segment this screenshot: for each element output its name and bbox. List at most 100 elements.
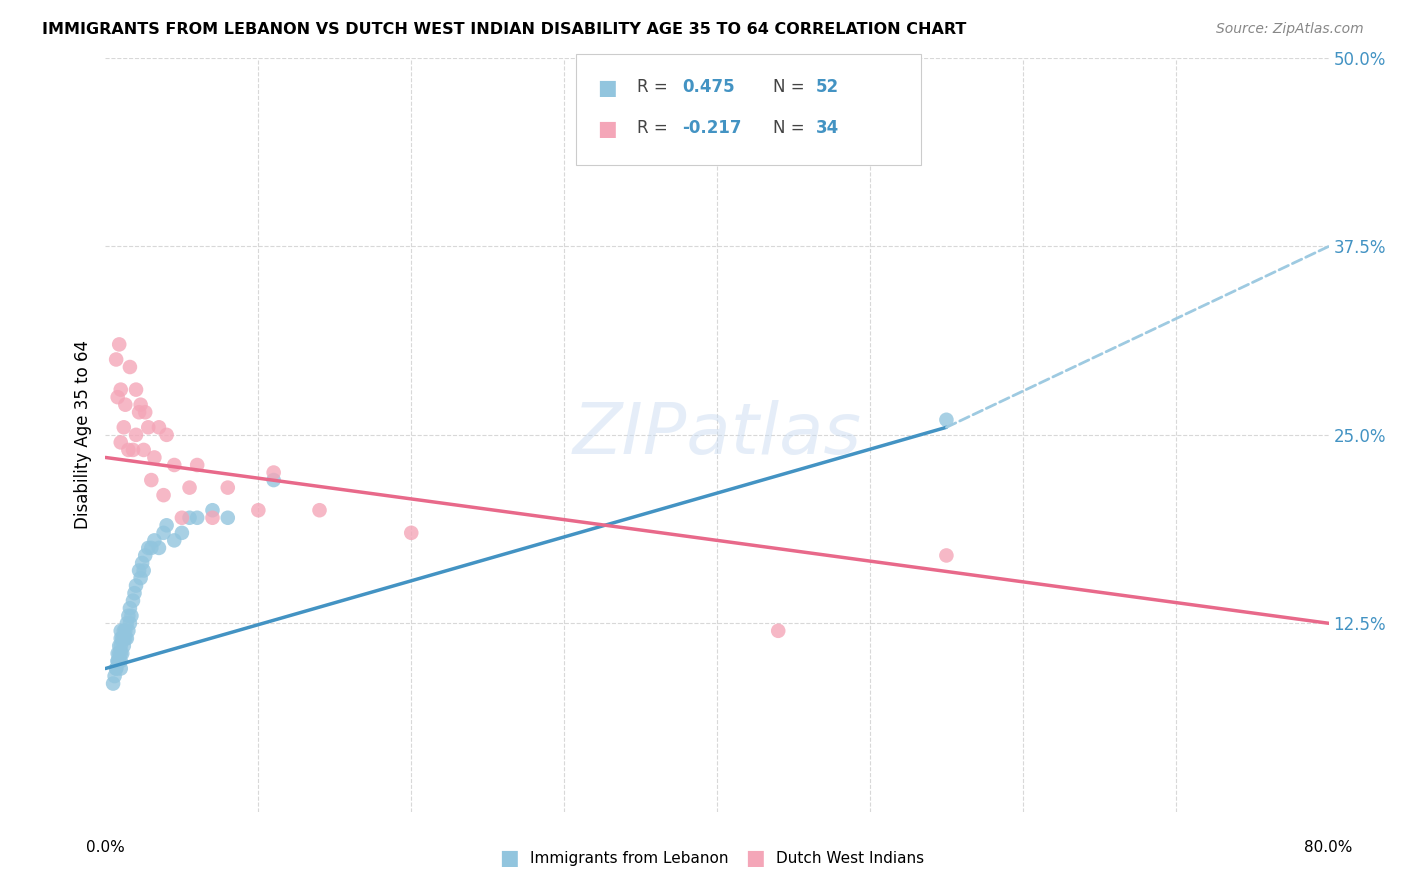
Point <box>114 624 136 638</box>
Point <box>112 632 135 646</box>
Point <box>101 676 124 690</box>
Point <box>112 624 135 638</box>
Point <box>141 473 163 487</box>
Text: N =: N = <box>773 119 804 136</box>
Text: ZIPatlas: ZIPatlas <box>572 401 862 469</box>
Point <box>134 549 156 563</box>
Point <box>136 541 159 555</box>
Point <box>141 541 163 555</box>
Point <box>110 435 132 450</box>
Point <box>107 654 129 668</box>
Text: 34: 34 <box>815 119 839 136</box>
Point <box>108 639 131 653</box>
Point <box>128 564 150 578</box>
Point <box>110 647 132 661</box>
Point <box>217 510 239 524</box>
Point <box>186 510 208 524</box>
Point <box>110 661 132 675</box>
Text: R =: R = <box>637 119 668 136</box>
Point <box>122 593 145 607</box>
Point <box>117 624 139 638</box>
Point <box>115 632 138 646</box>
Text: 0.475: 0.475 <box>682 78 734 95</box>
Point <box>118 359 141 374</box>
Point <box>108 654 131 668</box>
Text: ■: ■ <box>598 119 617 138</box>
Point <box>163 533 186 548</box>
Point <box>117 608 139 623</box>
Point <box>148 541 170 555</box>
Text: ■: ■ <box>598 78 617 97</box>
Point <box>155 518 177 533</box>
Point <box>201 503 224 517</box>
Point <box>129 398 152 412</box>
Point <box>107 390 129 404</box>
Point <box>263 466 285 480</box>
Point <box>111 647 134 661</box>
Point <box>186 458 208 472</box>
Point <box>110 639 132 653</box>
Point <box>110 654 132 668</box>
Point <box>112 420 135 434</box>
Point <box>201 510 224 524</box>
Point <box>768 624 790 638</box>
Point <box>217 481 239 495</box>
Point <box>117 442 139 457</box>
Point <box>935 413 957 427</box>
Text: IMMIGRANTS FROM LEBANON VS DUTCH WEST INDIAN DISABILITY AGE 35 TO 64 CORRELATION: IMMIGRANTS FROM LEBANON VS DUTCH WEST IN… <box>42 22 966 37</box>
Point <box>170 525 193 540</box>
Point <box>125 579 148 593</box>
Point <box>111 632 134 646</box>
Point <box>114 398 136 412</box>
Point <box>118 616 141 631</box>
Point <box>935 549 957 563</box>
Point <box>143 533 166 548</box>
Point <box>104 669 127 683</box>
Point <box>122 442 145 457</box>
Text: R =: R = <box>637 78 668 95</box>
Text: Immigrants from Lebanon: Immigrants from Lebanon <box>530 851 728 865</box>
Point <box>132 564 155 578</box>
Point <box>128 405 150 419</box>
Text: ■: ■ <box>745 848 765 868</box>
Point <box>105 661 128 675</box>
Point <box>247 503 270 517</box>
Text: ■: ■ <box>499 848 519 868</box>
Point <box>105 352 128 367</box>
Point <box>110 383 132 397</box>
Point <box>179 510 201 524</box>
Point <box>152 525 174 540</box>
Point <box>136 420 159 434</box>
Point <box>132 442 155 457</box>
Point <box>155 428 177 442</box>
Point <box>105 661 128 675</box>
Text: Source: ZipAtlas.com: Source: ZipAtlas.com <box>1216 22 1364 37</box>
Point <box>134 405 156 419</box>
Point <box>148 420 170 434</box>
Point <box>107 647 129 661</box>
Point <box>399 525 422 540</box>
Point <box>263 473 285 487</box>
Point <box>179 481 201 495</box>
Point <box>131 556 153 570</box>
Point <box>108 337 131 351</box>
Text: 52: 52 <box>815 78 838 95</box>
Point <box>125 383 148 397</box>
Point <box>129 571 152 585</box>
Text: N =: N = <box>773 78 804 95</box>
Point <box>110 632 132 646</box>
Point <box>143 450 166 465</box>
Point <box>114 632 136 646</box>
Point <box>108 647 131 661</box>
Point <box>107 654 129 668</box>
Text: 0.0%: 0.0% <box>86 840 125 855</box>
Y-axis label: Disability Age 35 to 64: Disability Age 35 to 64 <box>73 341 91 529</box>
Text: 80.0%: 80.0% <box>1305 840 1353 855</box>
Text: -0.217: -0.217 <box>682 119 741 136</box>
Point <box>125 428 148 442</box>
Point <box>120 608 142 623</box>
Text: Dutch West Indians: Dutch West Indians <box>776 851 924 865</box>
Point <box>170 510 193 524</box>
Point <box>110 624 132 638</box>
Point <box>308 503 330 517</box>
